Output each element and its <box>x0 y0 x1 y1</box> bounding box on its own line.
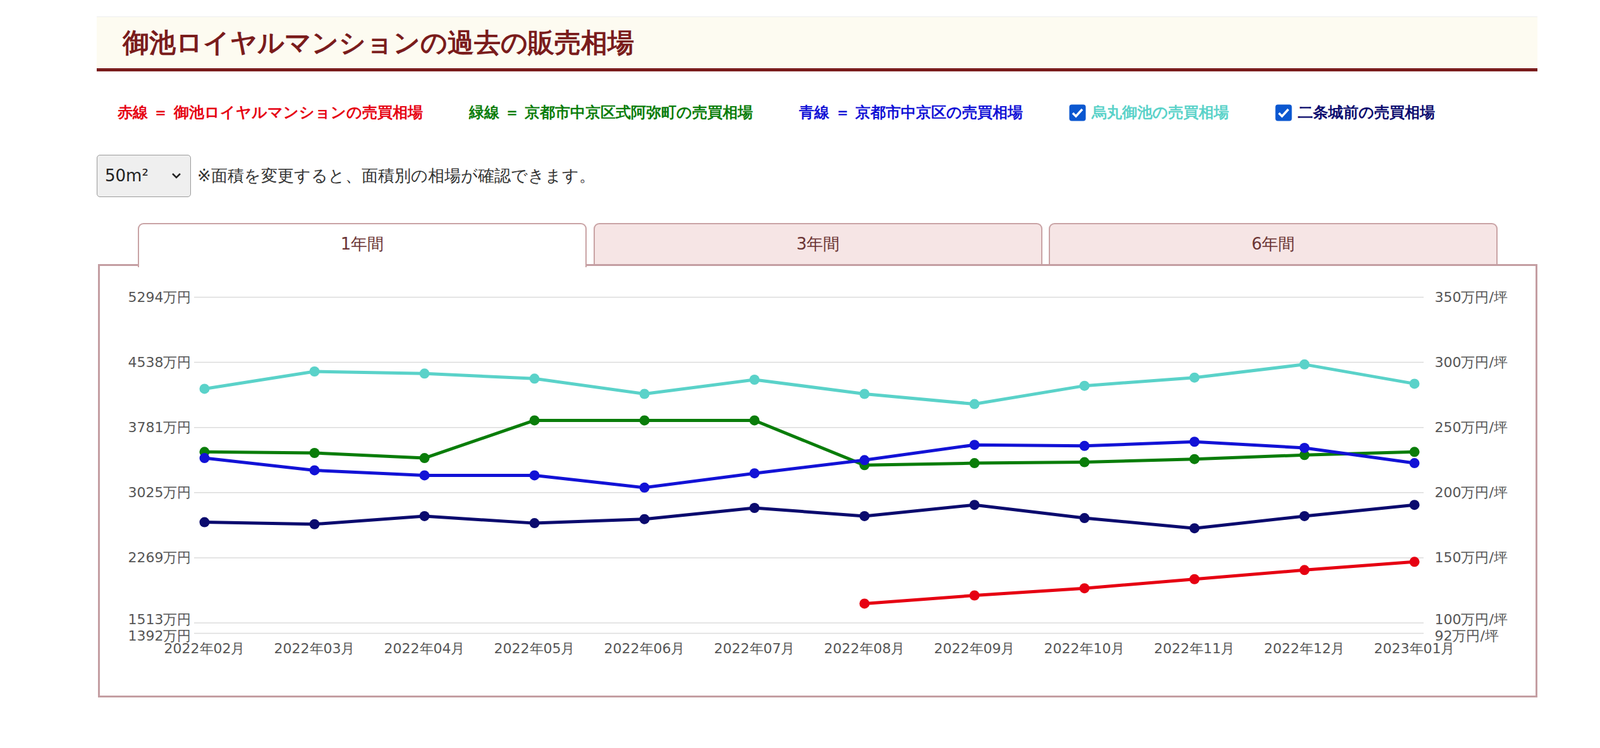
svg-text:2022年08月: 2022年08月 <box>824 641 906 657</box>
svg-text:1392万円: 1392万円 <box>128 628 192 645</box>
svg-text:5294万円: 5294万円 <box>128 289 192 306</box>
svg-text:2022年04月: 2022年04月 <box>384 641 466 657</box>
html-text:3年間: 3年間 <box>796 234 840 254</box>
svg-text:100万円/坪: 100万円/坪 <box>1435 611 1508 628</box>
svg-text:2022年02月: 2022年02月 <box>164 641 246 657</box>
svg-text:4538万円: 4538万円 <box>128 354 192 371</box>
html-text:1年間: 1年間 <box>340 234 384 254</box>
svg-text:250万円/坪: 250万円/坪 <box>1435 419 1508 436</box>
svg-text:200万円/坪: 200万円/坪 <box>1435 484 1508 501</box>
svg-text:92万円/坪: 92万円/坪 <box>1434 628 1499 645</box>
html-text:烏丸御池の売買相場: 烏丸御池の売買相場 <box>1091 103 1230 122</box>
html-text:青線 ＝ 京都市中京区の売買相場: 青線 ＝ 京都市中京区の売買相場 <box>799 103 1023 122</box>
svg-text:3025万円: 3025万円 <box>128 484 192 501</box>
svg-text:1513万円: 1513万円 <box>128 611 192 628</box>
svg-text:150万円/坪: 150万円/坪 <box>1435 549 1508 566</box>
svg-text:3781万円: 3781万円 <box>128 419 192 436</box>
svg-text:2022年12月: 2022年12月 <box>1264 641 1346 657</box>
svg-text:2022年05月: 2022年05月 <box>494 641 576 657</box>
svg-text:2022年03月: 2022年03月 <box>274 641 356 657</box>
svg-text:2022年10月: 2022年10月 <box>1044 641 1126 657</box>
svg-text:2269万円: 2269万円 <box>128 549 192 566</box>
html-text:御池ロイヤルマンションの過去の販売相場: 御池ロイヤルマンションの過去の販売相場 <box>122 27 635 59</box>
svg-text:2022年06月: 2022年06月 <box>604 641 686 657</box>
svg-text:2022年07月: 2022年07月 <box>714 641 796 657</box>
html-text:二条城前の売買相場: 二条城前の売買相場 <box>1297 103 1436 122</box>
svg-text:300万円/坪: 300万円/坪 <box>1435 354 1508 371</box>
svg-text:350万円/坪: 350万円/坪 <box>1435 289 1508 306</box>
svg-text:2022年11月: 2022年11月 <box>1154 641 1236 657</box>
html-text:50m²: 50m² <box>104 166 149 186</box>
svg-text:2023年01月: 2023年01月 <box>1374 641 1456 657</box>
html-text:※面積を変更すると、面積別の相場が確認できます。: ※面積を変更すると、面積別の相場が確認できます。 <box>197 166 596 186</box>
html-text:赤線 ＝ 御池ロイヤルマンションの売買相場: 赤線 ＝ 御池ロイヤルマンションの売買相場 <box>117 103 423 122</box>
svg-text:2022年09月: 2022年09月 <box>934 641 1016 657</box>
html-text:緑線 ＝ 京都市中京区式阿弥町の売買相場: 緑線 ＝ 京都市中京区式阿弥町の売買相場 <box>468 103 754 122</box>
html-text:6年間: 6年間 <box>1251 234 1295 254</box>
